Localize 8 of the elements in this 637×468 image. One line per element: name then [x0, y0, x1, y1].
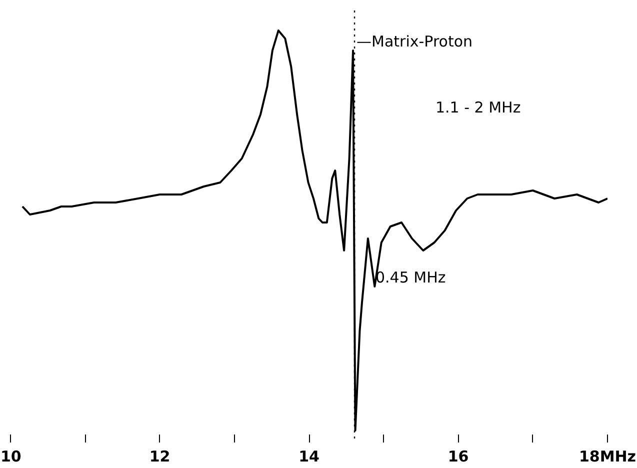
x-tick-label: 12 [149, 448, 170, 466]
annotation: 0.45 MHz [376, 268, 446, 286]
x-tick-label: 18MHz [578, 448, 636, 466]
annotation: 1.1 - 2 MHz [436, 98, 521, 116]
x-tick-label: 14 [298, 448, 320, 466]
x-tick-label: 10 [0, 448, 22, 466]
ref-line-label: —Matrix-Proton [356, 32, 473, 50]
x-tick-label: 16 [448, 448, 469, 466]
